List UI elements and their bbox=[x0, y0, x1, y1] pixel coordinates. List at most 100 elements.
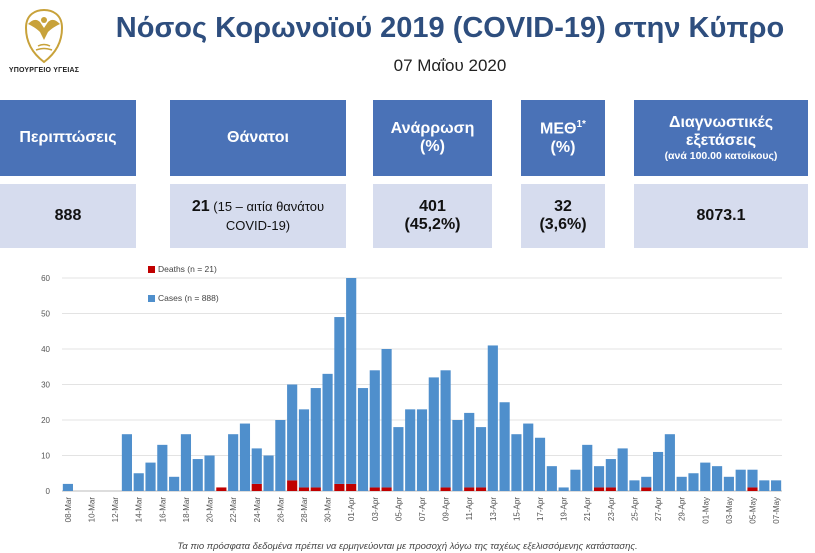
x-tick-label: 23-Apr bbox=[607, 497, 616, 521]
tests-value: 8073.1 bbox=[696, 207, 746, 224]
deaths-value-box: 21 (15 – αιτία θανάτου COVID-19) bbox=[170, 184, 346, 248]
case-bar bbox=[499, 402, 510, 491]
case-bar bbox=[393, 427, 404, 491]
page-title: Νόσος Κορωνοϊού 2019 (COVID-19) στην Κύπ… bbox=[115, 12, 785, 44]
cases-deaths-chart: 0 10 20 30 40 50 60 08-Mar 10-Mar 12-Mar 14-Mar 16-… bbox=[41, 264, 782, 524]
x-tick-label: 01-May bbox=[701, 497, 710, 524]
x-tick-label: 24-Mar bbox=[253, 497, 262, 523]
death-bar bbox=[641, 487, 652, 491]
x-tick-label: 27-Apr bbox=[654, 497, 663, 521]
legend-swatch bbox=[148, 266, 155, 273]
icu-percent: (3,6%) bbox=[539, 216, 587, 233]
x-tick-label: 30-Mar bbox=[324, 497, 333, 523]
case-bar bbox=[287, 384, 298, 481]
icu-header-sup: 1* bbox=[576, 119, 586, 131]
deaths-header-label: Θάνατοι bbox=[227, 129, 289, 146]
death-bar bbox=[287, 480, 298, 491]
recovery-header: Ανάρρωση (%) bbox=[373, 100, 492, 176]
x-tick-label: 17-Apr bbox=[536, 497, 545, 521]
icu-header-label: ΜΕΘ1* bbox=[540, 119, 586, 138]
x-tick-label: 19-Apr bbox=[560, 497, 569, 521]
case-bar bbox=[133, 473, 144, 491]
case-bar bbox=[334, 317, 345, 484]
case-bar bbox=[228, 434, 239, 491]
case-bar bbox=[487, 345, 498, 491]
case-bar bbox=[570, 469, 581, 491]
case-bar bbox=[180, 434, 192, 491]
tests-header-note: (ανά 100.00 κατοίκους) bbox=[664, 150, 778, 162]
death-bar bbox=[251, 483, 262, 491]
logo-text: ΥΠΟΥΡΓΕΙΟ ΥΓΕΙΑΣ bbox=[8, 67, 80, 74]
case-bar bbox=[629, 480, 640, 491]
case-bar bbox=[593, 466, 605, 488]
case-bar bbox=[263, 455, 274, 491]
recovery-header-unit: (%) bbox=[420, 138, 445, 155]
case-bar bbox=[558, 487, 569, 491]
case-bar bbox=[381, 349, 392, 488]
footnote: Τα πιο πρόσφατα δεδομένα πρέπει να ερμην… bbox=[177, 541, 638, 552]
death-bar bbox=[298, 487, 310, 491]
case-bar bbox=[310, 388, 321, 488]
icu-value-box: 32 (3,6%) bbox=[521, 184, 605, 248]
deaths-header: Θάνατοι bbox=[170, 100, 346, 176]
x-tick-label: 13-Apr bbox=[489, 497, 498, 521]
case-bar bbox=[369, 370, 380, 488]
case-bar bbox=[251, 448, 262, 484]
x-tick-label: 03-May bbox=[725, 497, 734, 524]
case-bar bbox=[405, 409, 416, 491]
y-tick-label: 50 bbox=[41, 310, 50, 319]
tests-header-label2: εξετάσεις bbox=[685, 132, 757, 149]
case-bar bbox=[204, 455, 215, 491]
death-bar bbox=[334, 483, 345, 491]
x-tick-label: 29-Apr bbox=[678, 497, 687, 521]
x-tick-label: 16-Mar bbox=[158, 497, 167, 523]
x-tick-label: 09-Apr bbox=[442, 497, 451, 521]
x-tick-label: 07-Apr bbox=[418, 497, 427, 521]
case-bar bbox=[275, 420, 286, 491]
x-tick-label: 22-Mar bbox=[229, 497, 238, 523]
icu-header-unit: (%) bbox=[550, 138, 576, 156]
case-bar bbox=[346, 278, 357, 484]
tests-header: Διαγνωστικές εξετάσεις (ανά 100.00 κατοί… bbox=[634, 100, 808, 176]
legend-label: Cases (n = 888) bbox=[158, 293, 219, 303]
case-bar bbox=[357, 388, 369, 491]
case-bar bbox=[582, 444, 593, 491]
y-tick-label: 0 bbox=[46, 487, 51, 496]
death-bar bbox=[464, 487, 475, 491]
case-bar bbox=[676, 476, 687, 491]
x-tick-label: 05-Apr bbox=[394, 497, 403, 521]
death-bar bbox=[310, 487, 321, 491]
x-tick-label: 07-May bbox=[772, 497, 781, 524]
death-bar bbox=[216, 487, 227, 491]
death-bar bbox=[747, 487, 758, 491]
case-bar bbox=[298, 409, 310, 488]
x-tick-label: 05-May bbox=[748, 497, 757, 524]
case-bar bbox=[464, 412, 475, 488]
cases-header-label: Περιπτώσεις bbox=[19, 129, 117, 146]
case-bar bbox=[605, 459, 616, 488]
y-tick-label: 40 bbox=[41, 345, 50, 354]
case-bar bbox=[641, 476, 652, 488]
case-bar bbox=[511, 434, 522, 491]
recovery-percent: (45,2%) bbox=[404, 216, 461, 233]
coat-of-arms-icon bbox=[24, 8, 64, 64]
death-bar bbox=[475, 487, 487, 491]
case-bar bbox=[771, 480, 782, 491]
x-tick-label: 01-Apr bbox=[347, 497, 356, 521]
report-date: 07 Μαΐου 2020 bbox=[393, 56, 507, 75]
case-bar bbox=[416, 409, 428, 491]
cases-header: Περιπτώσεις bbox=[0, 100, 136, 176]
x-tick-label: 10-Mar bbox=[88, 497, 97, 523]
case-bar bbox=[546, 466, 557, 491]
deaths-value: 21 (15 – αιτία θανάτου COVID-19) bbox=[191, 198, 325, 233]
case-bar bbox=[747, 469, 758, 488]
death-bar bbox=[440, 487, 451, 491]
case-bar bbox=[688, 473, 699, 491]
death-bar bbox=[605, 487, 616, 491]
tests-value-box: 8073.1 bbox=[634, 184, 808, 248]
y-tick-label: 60 bbox=[41, 274, 50, 283]
x-tick-label: 12-Mar bbox=[111, 497, 120, 523]
cases-value-box: 888 bbox=[0, 184, 136, 248]
ministry-logo: ΥΠΟΥΡΓΕΙΟ ΥΓΕΙΑΣ bbox=[6, 6, 82, 84]
case-bar bbox=[440, 370, 451, 488]
